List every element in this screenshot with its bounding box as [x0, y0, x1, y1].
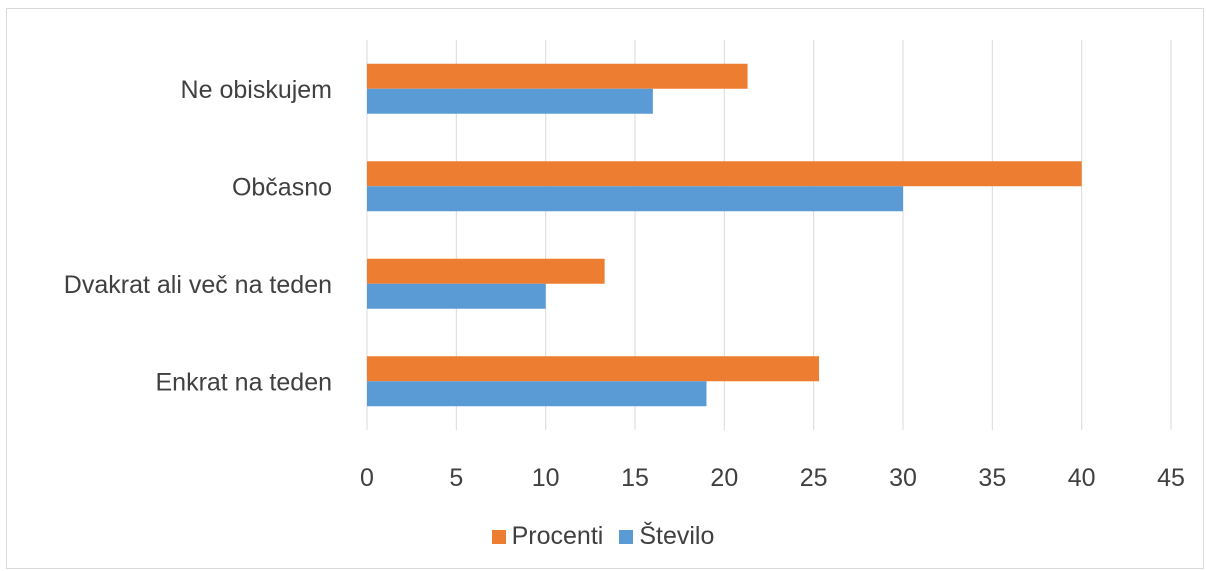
- bars: [367, 63, 1082, 407]
- x-tick-label: 25: [800, 464, 828, 492]
- category-label: Občasno: [232, 173, 332, 201]
- x-tick-label: 30: [889, 464, 917, 492]
- bar-procenti-dvakrat-ali-vec-na-teden: [367, 258, 605, 284]
- x-tick-label: 10: [532, 464, 560, 492]
- x-tick-label: 15: [621, 464, 649, 492]
- legend-swatch-procenti: [491, 529, 506, 544]
- legend-item-procenti: Procenti: [491, 522, 604, 551]
- category-label: Enkrat na teden: [155, 368, 332, 396]
- x-tick-label: 40: [1068, 464, 1096, 492]
- bar-stevilo-ne-obiskujem: [367, 88, 653, 114]
- legend: Procenti Število: [0, 522, 1206, 551]
- x-tick-label: 35: [978, 464, 1006, 492]
- x-tick-label: 0: [360, 464, 374, 492]
- legend-label-stevilo: Število: [639, 522, 715, 550]
- x-tick-labels: 0 5 10 15 20 25 30 35 40 45: [360, 464, 1185, 492]
- x-tick-label: 45: [1157, 464, 1185, 492]
- bar-stevilo-obcasno: [367, 186, 903, 212]
- legend-item-stevilo: Število: [619, 522, 714, 551]
- x-tick-label: 20: [710, 464, 738, 492]
- category-labels: Ne obiskujem Občasno Dvakrat ali več na te…: [64, 76, 332, 397]
- category-label: Dvakrat ali več na teden: [64, 271, 332, 299]
- bar-procenti-ne-obiskujem: [367, 63, 748, 89]
- bar-chart: Ne obiskujem Občasno Dvakrat ali več na te…: [64, 40, 1185, 492]
- bar-stevilo-dvakrat-ali-vec-na-teden: [367, 283, 546, 309]
- legend-label-procenti: Procenti: [511, 522, 604, 550]
- category-label: Ne obiskujem: [181, 76, 332, 104]
- bar-stevilo-enkrat-na-teden: [367, 381, 707, 407]
- x-tick-label: 5: [449, 464, 463, 492]
- bar-procenti-obcasno: [367, 161, 1082, 187]
- bar-procenti-enkrat-na-teden: [367, 356, 820, 382]
- legend-swatch-stevilo: [619, 529, 634, 544]
